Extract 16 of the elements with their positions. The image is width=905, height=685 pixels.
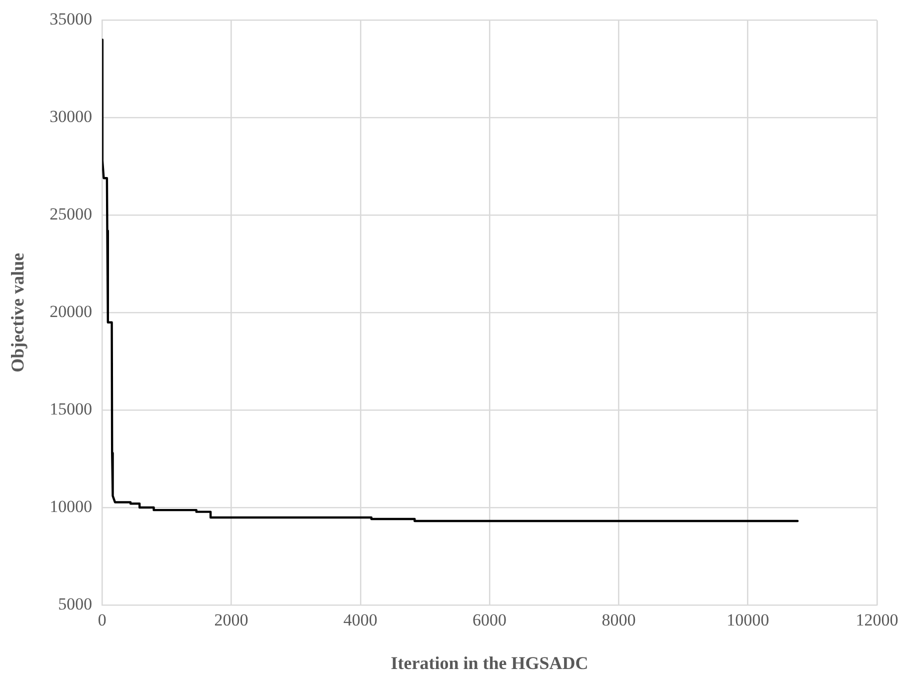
y-tick-label: 20000: [50, 302, 92, 322]
x-tick-label: 10000: [726, 610, 770, 630]
x-axis-title: Iteration in the HGSADC: [390, 652, 588, 673]
y-tick-label: 15000: [50, 400, 92, 419]
y-tick-label: 5000: [58, 594, 92, 614]
y-axis-title: Objective value: [7, 252, 28, 372]
y-tick-label: 25000: [50, 204, 92, 224]
y-tick-label: 30000: [50, 107, 92, 126]
x-tick-label: 4000: [343, 610, 378, 630]
y-tick-label: 10000: [50, 497, 92, 516]
y-tick-label: 35000: [50, 10, 92, 29]
x-tick-label: 6000: [472, 610, 507, 630]
x-tick-label: 2000: [214, 610, 248, 630]
x-tick-label: 12000: [856, 610, 898, 630]
x-tick-label: 0: [98, 610, 106, 630]
x-tick-label: 8000: [602, 610, 636, 630]
